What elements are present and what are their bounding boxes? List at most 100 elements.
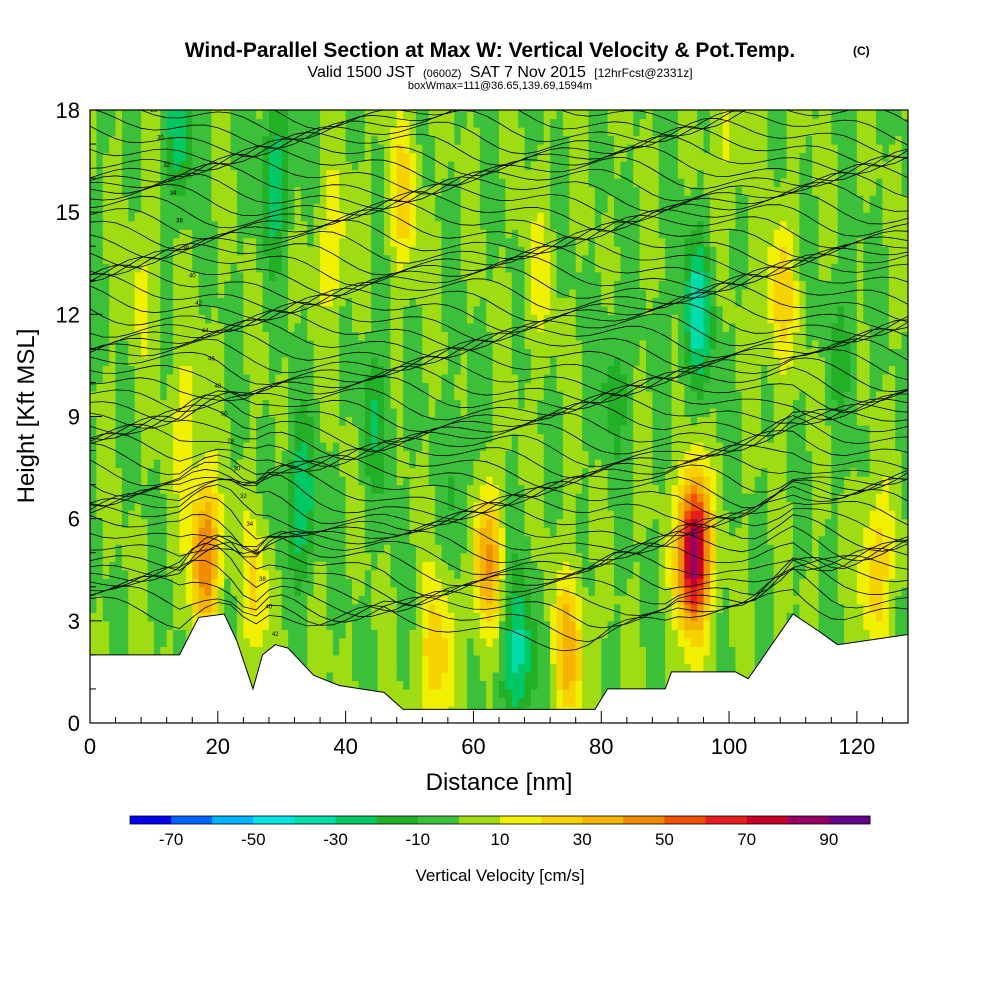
velocity-cell [505, 663, 513, 673]
velocity-cell [524, 390, 532, 401]
velocity-cell [511, 416, 519, 426]
velocity-cell [339, 322, 347, 332]
velocity-cell [313, 569, 321, 579]
velocity-cell [243, 637, 251, 647]
velocity-cell [147, 373, 155, 384]
velocity-cell [281, 382, 289, 392]
velocity-cell [473, 501, 481, 511]
velocity-cell [288, 518, 296, 528]
velocity-cell [492, 220, 500, 230]
velocity-cell [294, 382, 302, 392]
velocity-cell [307, 459, 315, 469]
velocity-cell [294, 450, 302, 460]
velocity-cell [352, 118, 360, 128]
velocity-cell [460, 305, 468, 315]
velocity-cell [524, 339, 532, 349]
velocity-cell [403, 595, 411, 605]
velocity-cell [530, 688, 538, 699]
velocity-cell [90, 314, 97, 324]
velocity-cell [192, 178, 200, 188]
velocity-cell [486, 637, 494, 647]
velocity-cell [371, 603, 379, 613]
velocity-cell [473, 186, 481, 196]
velocity-cell [422, 118, 430, 128]
velocity-cell [192, 271, 200, 281]
velocity-cell [492, 467, 500, 477]
velocity-cell [428, 484, 436, 494]
velocity-cell [524, 697, 532, 707]
velocity-cell [403, 654, 411, 664]
velocity-cell [166, 527, 174, 537]
velocity-cell [505, 552, 513, 562]
velocity-cell [243, 161, 251, 171]
velocity-cell [115, 365, 123, 375]
velocity-cell [371, 339, 379, 349]
velocity-cell [428, 305, 436, 315]
velocity-cell [205, 110, 213, 120]
velocity-cell [198, 416, 206, 426]
velocity-cell [96, 382, 104, 392]
velocity-cell [454, 237, 462, 247]
velocity-cell [236, 373, 244, 384]
velocity-cell [121, 271, 129, 281]
velocity-cell [281, 220, 289, 230]
velocity-cell [479, 365, 487, 375]
velocity-cell [205, 212, 213, 222]
velocity-cell [358, 433, 366, 443]
velocity-cell [524, 254, 532, 264]
velocity-cell [160, 399, 168, 409]
velocity-cell [467, 356, 475, 367]
velocity-cell [486, 527, 494, 537]
velocity-cell [173, 629, 181, 639]
velocity-cell [90, 425, 97, 435]
velocity-cell [236, 569, 244, 579]
velocity-cell [128, 518, 136, 528]
velocity-cell [198, 603, 206, 613]
velocity-cell [243, 322, 251, 332]
velocity-cell [505, 203, 513, 213]
velocity-cell [307, 603, 315, 613]
velocity-cell [211, 493, 219, 503]
velocity-cell [249, 501, 257, 511]
velocity-cell [109, 135, 117, 145]
velocity-cell [326, 339, 334, 349]
velocity-cell [262, 331, 270, 341]
velocity-cell [230, 493, 238, 503]
velocity-cell [428, 407, 436, 418]
velocity-cell [90, 399, 97, 409]
velocity-cell [505, 493, 513, 503]
velocity-cell [134, 314, 142, 324]
velocity-cell [268, 246, 276, 256]
velocity-cell [141, 544, 149, 554]
velocity-cell [460, 356, 468, 367]
velocity-cell [352, 186, 360, 196]
velocity-cell [109, 603, 117, 613]
velocity-cell [275, 314, 283, 324]
velocity-cell [447, 390, 455, 401]
velocity-cell [185, 331, 193, 341]
velocity-cell [121, 169, 129, 179]
velocity-cell [313, 348, 321, 358]
velocity-cell [447, 654, 455, 664]
velocity-cell [441, 144, 449, 154]
velocity-cell [454, 459, 462, 469]
velocity-cell [428, 552, 436, 562]
velocity-cell [90, 646, 97, 656]
velocity-cell [275, 144, 283, 154]
velocity-cell [447, 688, 455, 699]
velocity-cell [364, 535, 372, 545]
velocity-cell [505, 629, 513, 639]
velocity-cell [262, 212, 270, 222]
velocity-cell [166, 612, 174, 622]
velocity-cell [511, 135, 519, 145]
velocity-cell [173, 331, 181, 341]
velocity-cell [499, 178, 506, 188]
velocity-cell [409, 654, 417, 664]
velocity-cell [147, 356, 155, 367]
velocity-cell [211, 152, 219, 162]
velocity-cell [198, 152, 206, 162]
velocity-cell [294, 288, 302, 298]
velocity-cell [109, 246, 117, 256]
velocity-cell [390, 356, 398, 367]
velocity-cell [505, 459, 513, 469]
